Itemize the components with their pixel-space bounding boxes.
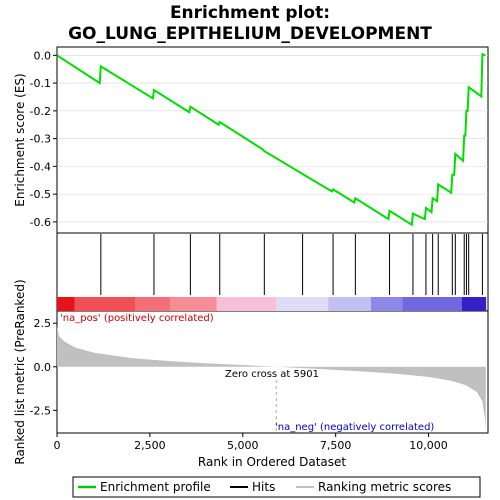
- es-y-tick-label: -0.1: [30, 77, 51, 90]
- metric-y-axis-label: Ranked list metric (PreRanked): [13, 279, 27, 464]
- x-tick-label: 0: [54, 439, 61, 452]
- x-tick-label: 2,500: [134, 439, 166, 452]
- heatmap-segment: [328, 297, 371, 311]
- es-y-tick-label: -0.6: [30, 216, 51, 229]
- negative-correlation-label: 'na_neg' (negatively correlated): [275, 422, 434, 433]
- rank-heatmap-bar: [57, 297, 487, 311]
- zero-cross-label: Zero cross at 5901: [225, 369, 319, 380]
- es-y-ticks: 0.0 -0.1 -0.2 -0.3 -0.4 -0.5 -0.6: [30, 49, 57, 229]
- legend-label-enrichment: Enrichment profile: [100, 480, 211, 494]
- legend-label-hits: Hits: [252, 480, 275, 494]
- x-tick-label: 10,000: [409, 439, 448, 452]
- es-y-tick-label: -0.4: [30, 160, 51, 173]
- x-axis-ticks: 0 2,500 5,000 7,500 10,000: [54, 433, 448, 452]
- heatmap-segment: [276, 297, 329, 311]
- metric-y-tick-label: -2.5: [30, 404, 51, 417]
- metric-y-ticks: 2.5 0.0 -2.5: [30, 317, 57, 417]
- heatmap-segment: [216, 297, 277, 311]
- x-axis-label: Rank in Ordered Dataset: [198, 455, 346, 469]
- heatmap-segment: [135, 297, 171, 311]
- enrichment-profile-line: [56, 52, 486, 227]
- metric-y-tick-label: 0.0: [34, 361, 52, 374]
- chart-title-line1: Enrichment plot:: [170, 3, 330, 23]
- legend-label-ranking: Ranking metric scores: [318, 480, 451, 494]
- heatmap-segment: [402, 297, 462, 311]
- x-tick-label: 5,000: [227, 439, 259, 452]
- heatmap-segment: [370, 297, 403, 311]
- hit-lines: [100, 234, 483, 295]
- positive-correlation-label: 'na_pos' (positively correlated): [60, 313, 214, 324]
- legend: Enrichment profile Hits Ranking metric s…: [72, 476, 481, 498]
- heatmap-segment: [74, 297, 136, 311]
- es-y-tick-label: -0.3: [30, 133, 51, 146]
- chart-title-line2: GO_LUNG_EPITHELIUM_DEVELOPMENT: [68, 24, 432, 44]
- es-panel-frame: [56, 46, 489, 234]
- legend-frame: [72, 476, 481, 498]
- es-y-axis-label: Enrichment score (ES): [13, 73, 27, 206]
- es-y-tick-label: -0.2: [30, 105, 51, 118]
- metric-y-tick-label: 2.5: [34, 317, 52, 330]
- es-y-tick-label: 0.0: [34, 49, 52, 62]
- x-tick-label: 7,500: [320, 439, 352, 452]
- heatmap-segment: [57, 297, 75, 311]
- heatmap-segment: [170, 297, 217, 311]
- heatmap-segment: [461, 297, 487, 311]
- es-y-tick-label: -0.5: [30, 188, 51, 201]
